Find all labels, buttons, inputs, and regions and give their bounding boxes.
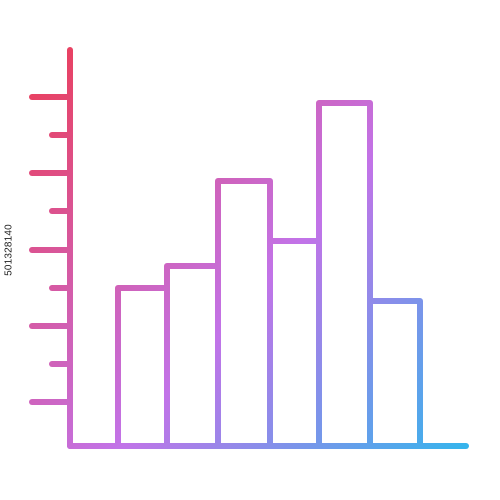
bar-2 [164,263,221,449]
bar-1 [115,285,170,449]
bar-6 [367,298,423,449]
bar-4 [267,238,322,449]
bar-5 [316,100,373,449]
bar-3 [215,178,273,449]
stock-image-id: 501328140 [3,224,15,276]
